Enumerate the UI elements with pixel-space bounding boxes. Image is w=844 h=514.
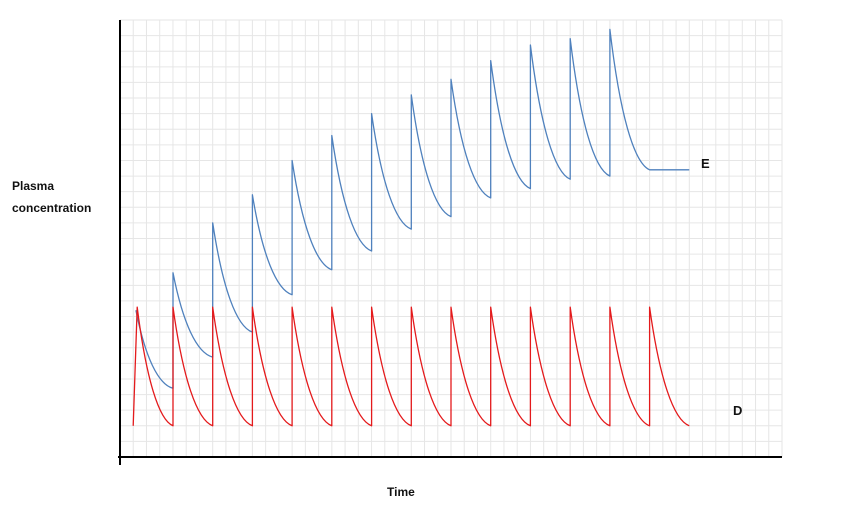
y-axis-label-line2: concentration: [12, 201, 91, 215]
series-label-e: E: [701, 156, 710, 171]
y-axis-label-line1: Plasma: [12, 179, 54, 193]
series-line-d: [132, 306, 690, 427]
x-axis-label: Time: [387, 485, 415, 499]
series-label-d: D: [733, 403, 742, 418]
series-layer: [132, 28, 690, 427]
series-line-e: [135, 28, 690, 389]
